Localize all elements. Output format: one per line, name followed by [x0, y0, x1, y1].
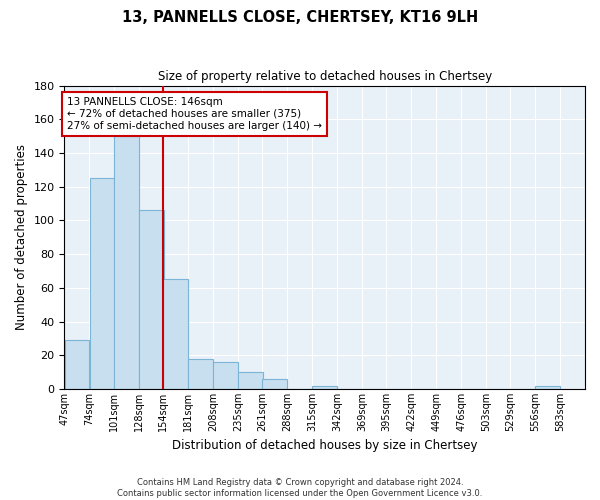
Bar — [535, 386, 560, 389]
Text: 13, PANNELLS CLOSE, CHERTSEY, KT16 9LH: 13, PANNELLS CLOSE, CHERTSEY, KT16 9LH — [122, 10, 478, 25]
Bar — [89, 178, 114, 389]
Title: Size of property relative to detached houses in Chertsey: Size of property relative to detached ho… — [158, 70, 492, 83]
Bar — [238, 372, 263, 389]
Text: 13 PANNELLS CLOSE: 146sqm
← 72% of detached houses are smaller (375)
27% of semi: 13 PANNELLS CLOSE: 146sqm ← 72% of detac… — [67, 98, 322, 130]
Bar — [262, 379, 287, 389]
Bar — [313, 386, 337, 389]
Bar — [188, 358, 213, 389]
Y-axis label: Number of detached properties: Number of detached properties — [15, 144, 28, 330]
Bar — [214, 362, 238, 389]
Bar — [139, 210, 164, 389]
Bar — [163, 280, 188, 389]
Text: Contains HM Land Registry data © Crown copyright and database right 2024.
Contai: Contains HM Land Registry data © Crown c… — [118, 478, 482, 498]
Bar — [115, 136, 139, 389]
X-axis label: Distribution of detached houses by size in Chertsey: Distribution of detached houses by size … — [172, 440, 478, 452]
Bar — [65, 340, 89, 389]
